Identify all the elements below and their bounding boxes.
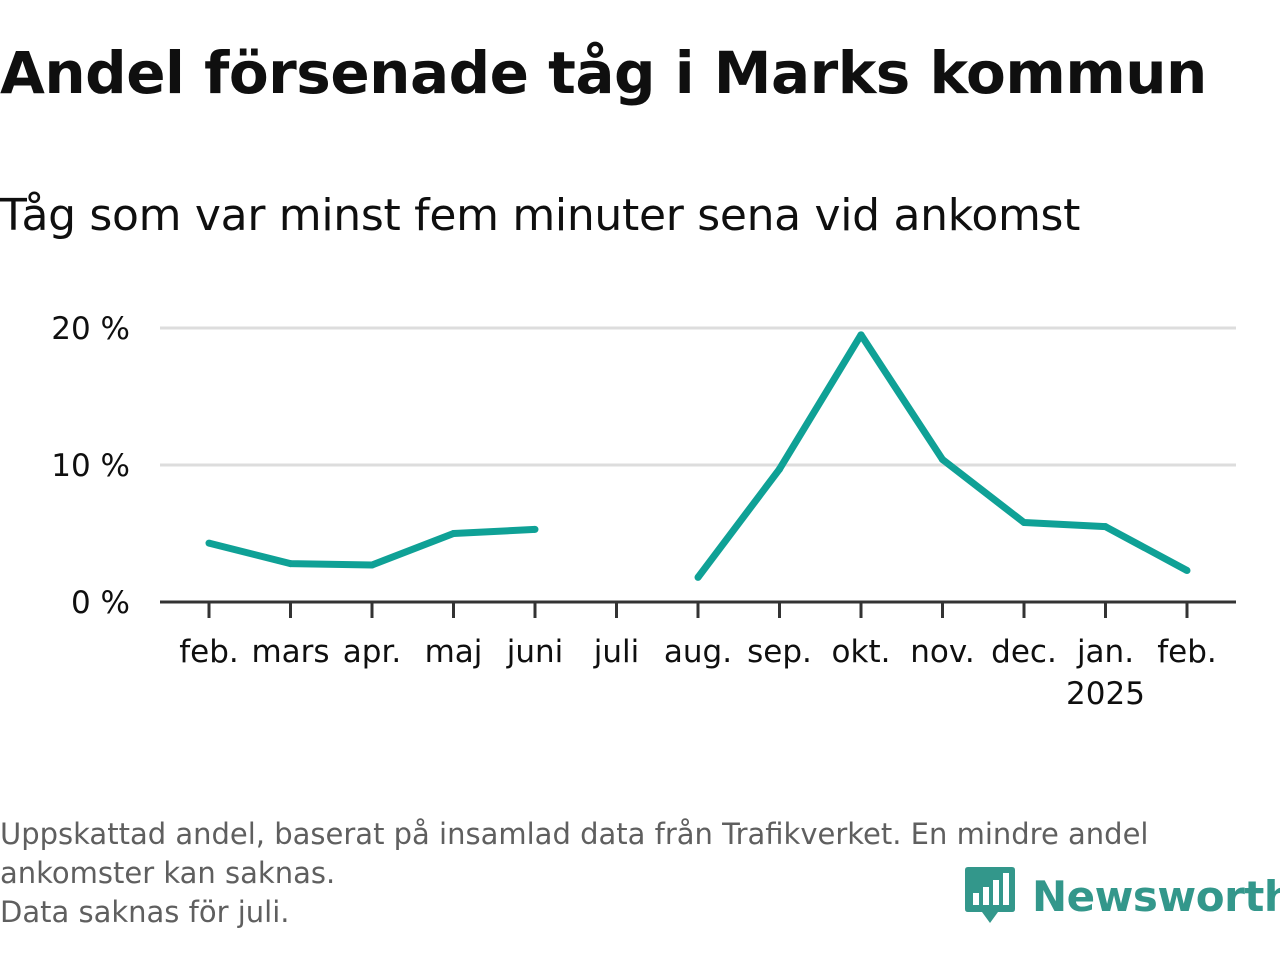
x-tick-label: aug. <box>664 634 732 670</box>
x-tick-label: jan. <box>1076 634 1134 670</box>
data-point-0 <box>205 539 213 547</box>
data-point-2 <box>368 561 376 569</box>
newsworthy-logo-icon <box>965 867 1015 923</box>
y-tick-label: 0 % <box>71 585 130 621</box>
x-tick-label: juni <box>506 634 564 670</box>
footnote-line-2: ankomster kan saknas. <box>0 856 336 890</box>
x-tick-label: mars <box>251 634 329 670</box>
x-year-label: 2025 <box>1066 676 1145 712</box>
data-point-10 <box>1020 519 1028 527</box>
series-line-segment-1 <box>208 525 536 569</box>
y-tick-label: 10 % <box>51 448 130 484</box>
chart-subtitle: Tåg som var minst fem minuter sena vid a… <box>0 190 1081 241</box>
x-tick-label: feb. <box>1157 634 1217 670</box>
series-lines <box>205 331 1191 581</box>
data-point-11 <box>1102 523 1109 531</box>
data-point-3 <box>450 530 457 537</box>
footnote-line-3: Data saknas för juli. <box>0 895 290 929</box>
x-tick-label: apr. <box>343 634 401 670</box>
line-chart: 0 % 10 % 20 % feb. mars apr. maj juni juli aug. s… <box>51 311 1236 712</box>
data-point-8 <box>857 331 865 339</box>
chart-title: Andel försenade tåg i Marks kommun <box>0 39 1207 107</box>
x-tick-label: sep. <box>747 634 812 670</box>
brand-logo: Newsworthy <box>964 864 1280 928</box>
data-point-1 <box>287 560 294 568</box>
x-tick-label: feb. <box>179 634 239 670</box>
brand-name: Newsworthy <box>1032 871 1280 921</box>
data-point-9 <box>939 456 946 464</box>
x-axis: feb. mars apr. maj juni juli aug. sep. okt. nov. d… <box>160 600 1236 712</box>
y-axis-ticks: 0 % 10 % 20 % <box>51 311 130 621</box>
grid-lines <box>160 326 1236 467</box>
data-point-4 <box>531 525 539 533</box>
footnote: Uppskattad andel, baserat på insamlad da… <box>0 815 1270 932</box>
x-tick-label: nov. <box>910 634 974 670</box>
y-tick-label: 20 % <box>51 311 130 347</box>
data-point-6 <box>694 573 702 581</box>
x-tick-label: maj <box>425 634 483 670</box>
x-tick-label: okt. <box>832 634 891 670</box>
footnote-line-1: Uppskattad andel, baserat på insamlad da… <box>0 817 1149 851</box>
data-point-7 <box>776 465 783 473</box>
x-tick-label: juli <box>593 634 640 670</box>
x-tick-label: dec. <box>991 634 1057 670</box>
data-point-12 <box>1183 566 1191 574</box>
